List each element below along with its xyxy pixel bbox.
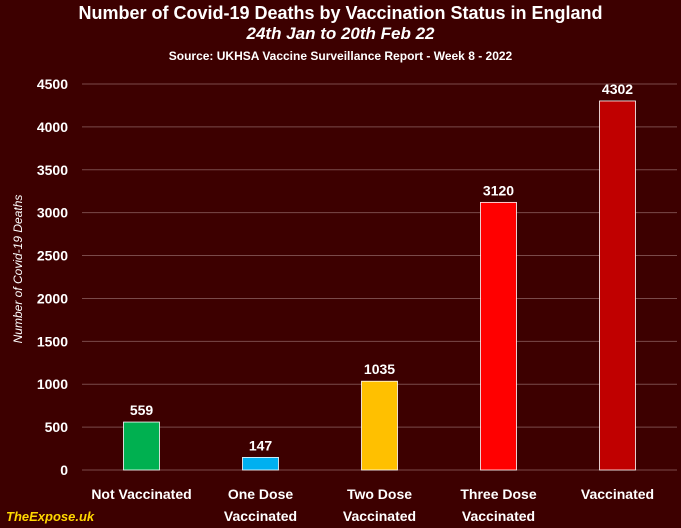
x-category-label: Two Dose Vaccinated bbox=[343, 486, 416, 524]
y-tick-label: 4500 bbox=[37, 76, 68, 92]
chart-subtitle: 24th Jan to 20th Feb 22 bbox=[246, 24, 435, 43]
y-tick-label: 1500 bbox=[37, 333, 68, 349]
data-label: 147 bbox=[249, 437, 273, 453]
x-category-label-line: Vaccinated bbox=[343, 508, 416, 524]
x-category-label: One Dose Vaccinated bbox=[224, 486, 297, 524]
y-tick-label: 2000 bbox=[37, 290, 68, 306]
x-category-label-line: Vaccinated bbox=[462, 508, 535, 524]
x-category-label-line: Vaccinated bbox=[581, 486, 654, 502]
data-label: 4302 bbox=[602, 81, 633, 97]
y-axis-ticks: 0 500 1000 1500 2000 2500 3000 3500 4000 4500 bbox=[37, 76, 68, 478]
data-label: 559 bbox=[130, 402, 154, 418]
x-category-label-line: Vaccinated bbox=[224, 508, 297, 524]
x-category-label: Not Vaccinated bbox=[91, 486, 191, 502]
x-category-label-line: One Dose bbox=[228, 486, 294, 502]
data-label: 3120 bbox=[483, 182, 514, 198]
data-label: 1035 bbox=[364, 361, 395, 377]
bars bbox=[123, 100, 636, 471]
x-category-label: Three Dose Vaccinated bbox=[460, 486, 536, 524]
x-category-label-line: Not Vaccinated bbox=[91, 486, 191, 502]
y-tick-label: 3500 bbox=[37, 162, 68, 178]
chart-title: Number of Covid-19 Deaths by Vaccination… bbox=[78, 3, 603, 23]
y-tick-label: 2500 bbox=[37, 248, 68, 264]
x-category-label-line: Three Dose bbox=[460, 486, 536, 502]
bar bbox=[242, 456, 279, 471]
watermark: TheExpose.uk bbox=[6, 509, 95, 524]
x-category-label: Vaccinated bbox=[581, 486, 654, 502]
bar bbox=[480, 201, 517, 471]
x-category-label-line: Two Dose bbox=[347, 486, 412, 502]
bar bbox=[599, 100, 636, 471]
bar bbox=[123, 421, 160, 471]
y-tick-label: 1000 bbox=[37, 376, 68, 392]
bar bbox=[361, 380, 398, 471]
y-tick-label: 4000 bbox=[37, 119, 68, 135]
y-axis-label: Number of Covid-19 Deaths bbox=[11, 195, 25, 344]
chart-source: Source: UKHSA Vaccine Surveillance Repor… bbox=[168, 49, 513, 63]
y-tick-label: 0 bbox=[60, 462, 68, 478]
data-labels: 559 147 1035 3120 4302 bbox=[130, 81, 633, 453]
y-tick-label: 3000 bbox=[37, 205, 68, 221]
y-tick-label: 500 bbox=[45, 419, 69, 435]
